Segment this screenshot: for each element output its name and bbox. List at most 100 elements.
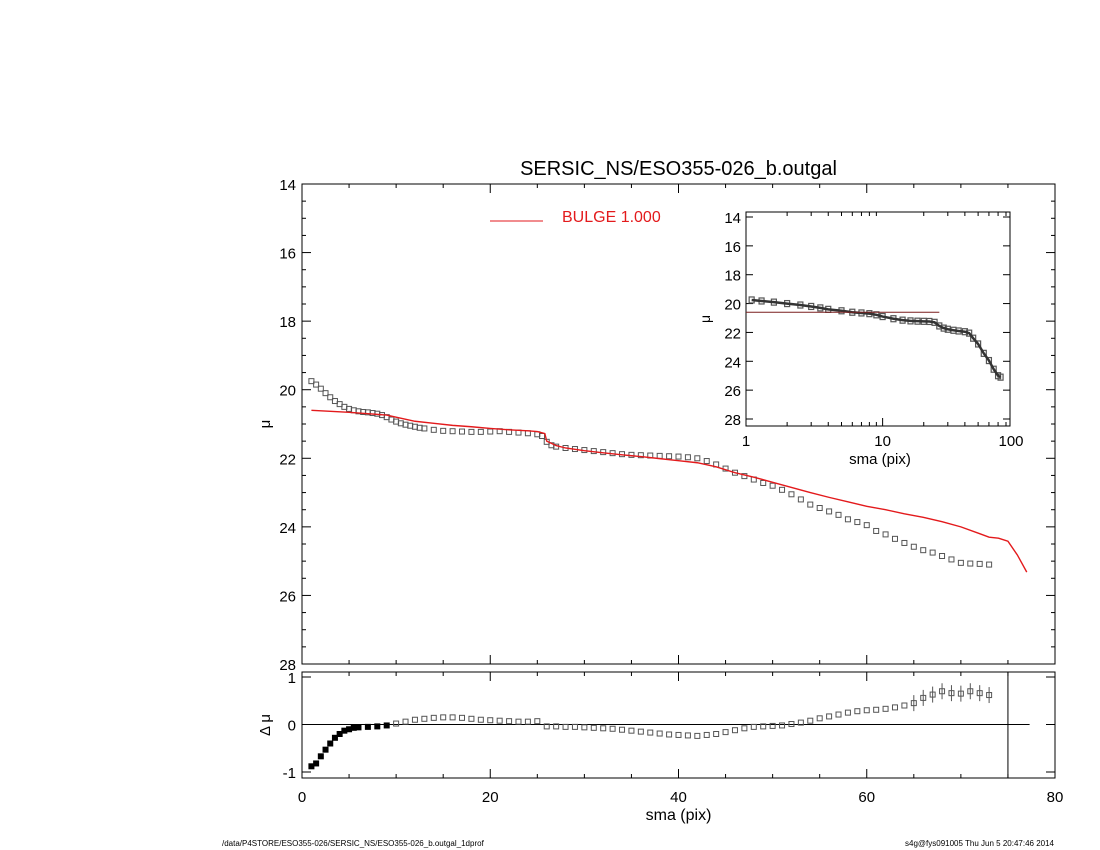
residual-point — [313, 760, 320, 767]
residual-x-tick-label: 40 — [670, 789, 687, 806]
residual-point — [571, 723, 578, 730]
data-point — [327, 394, 334, 401]
residual-point — [487, 717, 494, 724]
residual-point — [807, 717, 814, 724]
inset-y-tick-label: 20 — [724, 297, 741, 314]
residual-point — [863, 707, 870, 714]
data-point — [835, 511, 842, 518]
data-point — [826, 508, 833, 515]
residual-point — [449, 714, 456, 721]
residual-point — [374, 723, 381, 730]
residual-point — [666, 731, 673, 738]
data-point — [873, 527, 880, 534]
data-point — [986, 561, 993, 568]
inset-profile-trace — [751, 298, 1002, 379]
residual-point — [854, 708, 861, 715]
residual-point — [327, 740, 334, 747]
residual-point — [741, 725, 748, 732]
residual-point — [336, 731, 343, 737]
residual-point — [760, 723, 767, 730]
data-point — [891, 535, 898, 542]
data-point — [449, 428, 456, 435]
data-point — [939, 553, 946, 559]
data-point — [308, 378, 315, 385]
residual-point — [731, 727, 738, 734]
residual-x-tick-label: 20 — [482, 789, 499, 806]
residual-point — [844, 709, 851, 716]
data-point — [807, 501, 814, 508]
chart-title: SERSIC_NS/ESO355-026_b.outgal — [520, 158, 837, 180]
inset-y-tick-label: 14 — [724, 210, 741, 227]
y-tick-label: 24 — [279, 520, 296, 537]
residual-x-tick-label: 80 — [1047, 789, 1064, 806]
residual-point — [411, 716, 418, 723]
inset-plot-frame — [745, 211, 1011, 427]
inset-y-tick-label: 28 — [724, 412, 741, 429]
residual-point — [524, 718, 531, 725]
data-point — [854, 519, 861, 526]
inset-x-tick-label: 10 — [874, 433, 891, 450]
residual-y-axis-label: Δ μ — [257, 714, 274, 736]
data-point — [844, 516, 851, 523]
y-tick-label: 14 — [279, 177, 296, 194]
data-point — [779, 486, 786, 493]
residual-x-axis-label: sma (pix) — [646, 807, 712, 824]
data-point — [421, 425, 428, 432]
data-point — [675, 453, 682, 460]
residual-point — [581, 724, 588, 731]
data-point — [920, 547, 927, 554]
inset-y-tick-label: 24 — [724, 354, 741, 371]
data-point — [948, 556, 955, 563]
residual-point — [948, 690, 955, 697]
residual-point — [322, 746, 329, 753]
residual-point — [694, 732, 701, 739]
inset-data-point — [970, 334, 977, 342]
data-point — [910, 543, 917, 550]
inset-y-tick-label: 18 — [724, 268, 741, 285]
residual-point — [543, 723, 550, 730]
footer-file-path: /data/P4STORE/ESO355-026/SERSIC_NS/ESO35… — [222, 839, 484, 848]
residual-point — [929, 691, 936, 698]
data-point — [797, 496, 804, 503]
residual-point — [317, 753, 324, 760]
residual-point — [986, 692, 993, 699]
data-point — [901, 539, 908, 546]
y-tick-label: 22 — [279, 451, 296, 468]
residual-point — [600, 725, 607, 732]
data-point — [760, 479, 767, 486]
residual-point — [835, 711, 842, 718]
data-point — [487, 428, 494, 435]
residual-point — [713, 731, 720, 737]
residual-point — [440, 714, 447, 721]
data-point — [459, 428, 466, 435]
residual-point — [882, 705, 889, 712]
residual-point — [590, 724, 597, 731]
residual-point — [647, 729, 654, 736]
data-point — [967, 560, 974, 567]
residual-point — [684, 732, 691, 739]
residual-point — [637, 728, 644, 735]
residual-point — [967, 688, 974, 695]
data-point — [929, 549, 936, 556]
y-tick-label: 28 — [279, 657, 296, 674]
residual-point — [628, 727, 635, 734]
inset-y-axis-label: μ — [697, 315, 713, 323]
data-point — [976, 560, 983, 567]
residual-point — [873, 706, 880, 713]
data-point — [863, 522, 870, 529]
residual-point — [703, 731, 710, 738]
residual-point — [430, 714, 437, 721]
inset-y-tick-label: 26 — [724, 383, 741, 400]
residual-point — [939, 688, 946, 695]
inset-y-tick-label: 16 — [724, 239, 741, 256]
residual-point — [553, 723, 560, 730]
data-point — [788, 491, 795, 498]
residual-point — [383, 722, 390, 729]
residual-point — [750, 723, 757, 730]
bulge-model-line — [311, 409, 1028, 573]
residual-x-tick-label: 0 — [298, 789, 306, 806]
inset-data-point — [990, 365, 997, 373]
residual-point — [722, 729, 729, 736]
residual-point — [957, 690, 964, 697]
